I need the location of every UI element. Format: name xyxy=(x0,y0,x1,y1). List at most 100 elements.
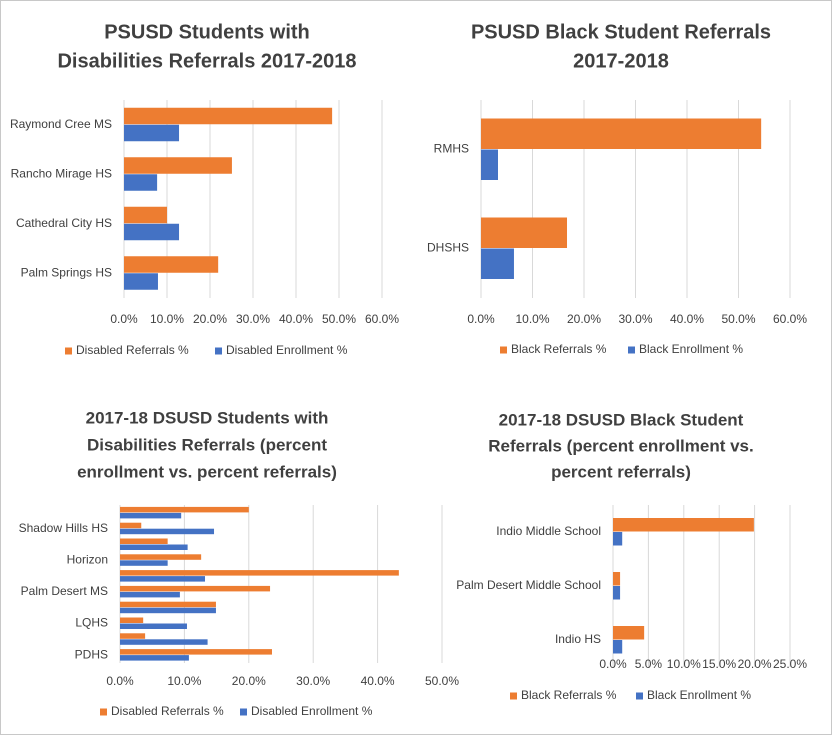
bar xyxy=(120,601,216,608)
x-tick-label: 20.0% xyxy=(193,312,227,326)
bar xyxy=(120,512,182,519)
bar xyxy=(120,591,180,598)
x-tick-label: 10.0% xyxy=(150,312,184,326)
bar xyxy=(120,649,272,655)
bar xyxy=(124,107,333,125)
bar xyxy=(613,586,621,600)
bar xyxy=(124,273,158,290)
x-tick-label: 5.0% xyxy=(635,657,663,671)
bar xyxy=(120,617,144,623)
bar xyxy=(481,118,762,149)
legend-label: Disabled Enrollment % xyxy=(251,704,373,718)
legend-label: Disabled Referrals % xyxy=(76,343,189,357)
chart-title: PSUSD Black Student Referrals xyxy=(471,21,771,43)
bar xyxy=(120,623,187,629)
x-tick-label: 30.0% xyxy=(236,312,270,326)
legend-swatch xyxy=(215,347,222,355)
chart-title: percent referrals) xyxy=(551,462,691,481)
bar xyxy=(120,585,271,592)
y-tick-label: DHSHS xyxy=(427,241,469,255)
x-tick-label: 0.0% xyxy=(106,674,134,688)
y-tick-label: Horizon xyxy=(67,552,108,566)
bar xyxy=(124,124,180,142)
legend-swatch xyxy=(500,346,507,354)
bar xyxy=(120,522,142,529)
x-tick-label: 20.0% xyxy=(567,312,601,326)
x-tick-label: 50.0% xyxy=(425,674,459,688)
x-tick-label: 20.0% xyxy=(738,657,772,671)
x-tick-label: 10.0% xyxy=(667,657,701,671)
bar xyxy=(481,248,514,279)
legend-label: Disabled Referrals % xyxy=(111,704,224,718)
y-tick-label: Palm Springs HS xyxy=(21,265,112,279)
x-tick-label: 0.0% xyxy=(599,657,627,671)
y-tick-label: Rancho Mirage HS xyxy=(11,166,112,180)
legend-label: Black Referrals % xyxy=(511,342,607,356)
y-tick-label: Raymond Cree MS xyxy=(10,117,112,131)
x-tick-label: 60.0% xyxy=(773,312,807,326)
chart-title: 2017-2018 xyxy=(573,50,669,72)
legend-label: Disabled Enrollment % xyxy=(226,343,348,357)
x-tick-label: 0.0% xyxy=(467,312,495,326)
bar xyxy=(124,206,167,224)
chart-title: 2017-18 DSUSD Black Student xyxy=(499,410,744,429)
bar xyxy=(120,576,206,582)
legend-label: Black Referrals % xyxy=(521,688,617,702)
legend-swatch xyxy=(510,692,517,700)
x-tick-label: 10.0% xyxy=(167,674,201,688)
bar xyxy=(613,626,645,640)
chart-title: Disabilities Referrals (percent xyxy=(87,435,327,454)
bar xyxy=(120,633,146,639)
legend-swatch xyxy=(65,347,72,355)
chart-title: enrollment vs. percent referrals) xyxy=(77,462,337,481)
legend-label: Black Enrollment % xyxy=(647,688,751,702)
x-tick-label: 40.0% xyxy=(361,674,395,688)
y-tick-label: Shadow Hills HS xyxy=(19,521,108,535)
x-tick-label: 30.0% xyxy=(296,674,330,688)
bar xyxy=(120,560,168,566)
chart-title: PSUSD Students with xyxy=(104,21,310,43)
bar xyxy=(120,528,215,535)
x-tick-label: 15.0% xyxy=(702,657,736,671)
legend-swatch xyxy=(100,708,107,716)
x-tick-label: 40.0% xyxy=(670,312,704,326)
x-tick-label: 20.0% xyxy=(232,674,266,688)
bar xyxy=(481,217,568,248)
x-tick-label: 0.0% xyxy=(110,312,138,326)
y-tick-label: Indio Middle School xyxy=(496,524,601,538)
x-tick-label: 50.0% xyxy=(322,312,356,326)
bar xyxy=(613,532,623,546)
x-tick-label: 25.0% xyxy=(773,657,807,671)
x-tick-label: 50.0% xyxy=(721,312,755,326)
chart-title: Disabilities Referrals 2017-2018 xyxy=(57,50,356,72)
bar xyxy=(120,538,168,544)
y-tick-label: Cathedral City HS xyxy=(16,216,112,230)
legend-label: Black Enrollment % xyxy=(639,342,743,356)
legend-swatch xyxy=(240,708,247,716)
bar xyxy=(120,554,202,560)
bar xyxy=(124,223,180,241)
bar xyxy=(120,570,399,576)
x-tick-label: 30.0% xyxy=(618,312,652,326)
bar xyxy=(124,256,219,273)
x-tick-label: 40.0% xyxy=(279,312,313,326)
y-tick-label: RMHS xyxy=(434,142,469,156)
x-tick-label: 60.0% xyxy=(365,312,399,326)
bar xyxy=(613,518,754,532)
chart-title: 2017-18 DSUSD Students with xyxy=(86,408,329,427)
bar xyxy=(124,157,232,174)
bar xyxy=(120,639,208,645)
bar xyxy=(120,607,216,614)
chart-title: Referrals (percent enrollment vs. xyxy=(488,436,753,455)
x-tick-label: 10.0% xyxy=(515,312,549,326)
bar xyxy=(613,640,623,654)
bar xyxy=(120,544,188,550)
bar xyxy=(120,655,189,661)
bar xyxy=(120,506,249,513)
bar xyxy=(613,572,621,586)
y-tick-label: Palm Desert MS xyxy=(21,584,108,598)
y-tick-label: Indio HS xyxy=(555,632,601,646)
bar xyxy=(124,174,158,191)
legend-swatch xyxy=(636,692,643,700)
